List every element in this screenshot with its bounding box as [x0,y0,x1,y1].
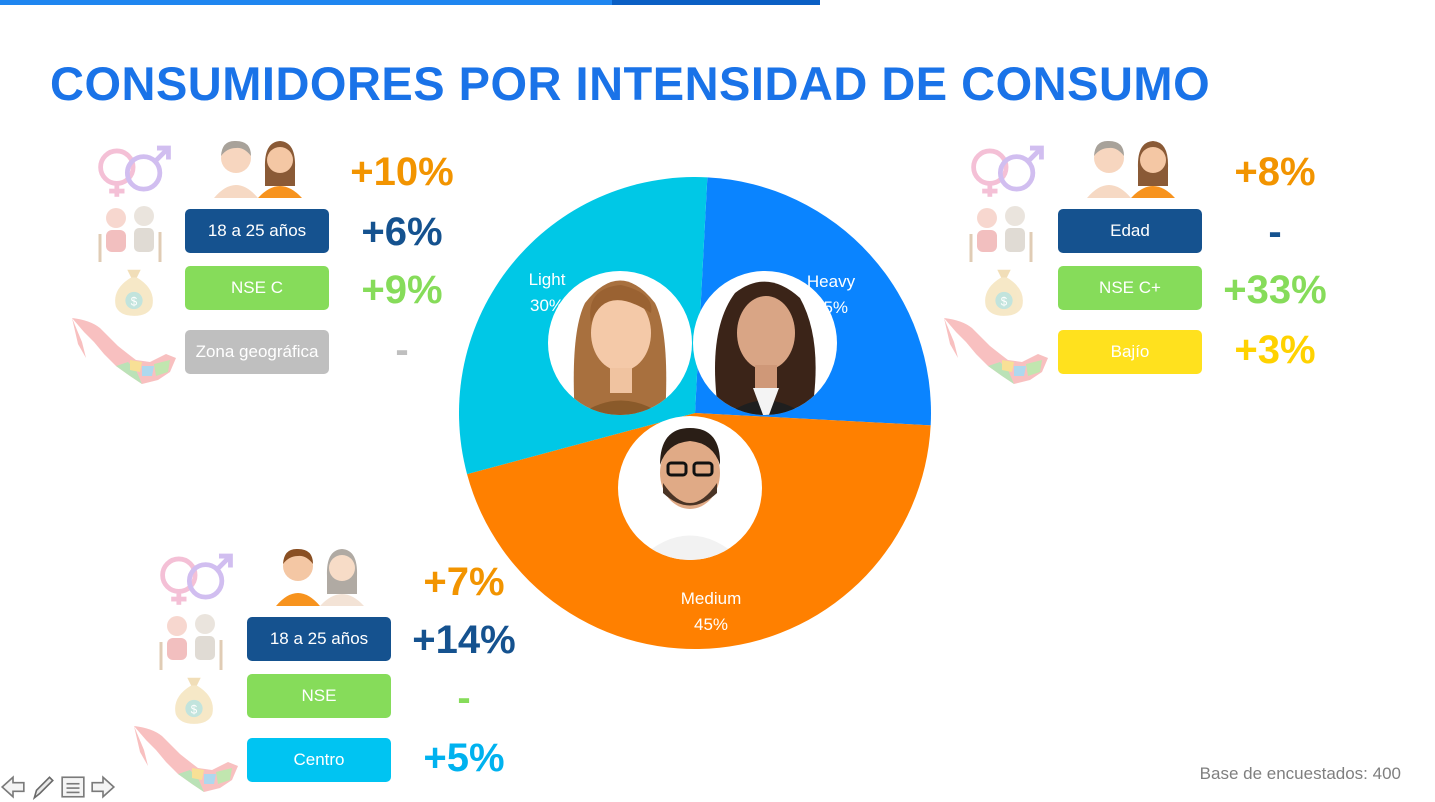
elderly-couple-icon [967,204,1037,262]
top-accent-bar [0,0,820,5]
pie-slices [459,177,931,649]
heavy-age-stat: - [1268,210,1282,254]
top-accent-bar-segment [612,0,820,5]
mexico-map-icon [70,314,180,386]
medium-consumer-portrait [618,416,762,560]
page-title: CONSUMIDORES POR INTENSIDAD DE CONSUMO [50,57,1211,110]
medium-age-label: 18 a 25 años [247,617,391,661]
gender-symbols-icon [965,144,1051,198]
couple-icon [1083,138,1179,198]
slice-value-light: 30% [530,296,564,315]
medium-nse-stat: - [457,676,471,720]
elderly-couple-icon [157,612,227,670]
slide-navigation [0,772,116,802]
medium-nse-label: NSE [247,674,391,718]
gender-symbols-icon [154,552,240,606]
money-bag-icon [170,670,218,724]
prev-arrow-icon[interactable] [0,774,26,800]
couple-icon [272,546,368,606]
respondent-base-note: Base de encuestados: 400 [1199,764,1401,783]
heavy-age-label: Edad [1058,209,1202,253]
pen-icon[interactable] [30,774,56,800]
light-consumer-portrait [548,271,692,415]
mexico-map-icon [942,314,1052,386]
heavy-nse-label: NSE C+ [1058,266,1202,310]
slice-value-heavy: 25% [814,298,848,317]
slice-label-medium: Medium [681,589,741,608]
light-zone-stat: - [395,328,409,372]
slice-value-medium: 45% [694,615,728,634]
medium-gender-stat: +7% [423,560,505,604]
menu-icon[interactable] [60,774,86,800]
heavy-consumer-portrait [693,271,837,415]
light-gender-stat: +10% [350,150,454,194]
heavy-zone-label: Bajío [1058,330,1202,374]
medium-zone-stat: +5% [423,736,505,780]
slice-label-light: Light [529,270,566,289]
gender-symbols-icon [92,144,178,198]
light-nse-stat: +9% [361,268,443,312]
light-nse-label: NSE C [185,266,329,310]
pie-chart: Light 30% Heavy 25% Medium 45% [459,177,931,649]
slice-label-heavy: Heavy [807,272,856,291]
couple-icon [210,138,306,198]
heavy-zone-stat: +3% [1234,328,1316,372]
next-arrow-icon[interactable] [90,774,116,800]
medium-zone-label: Centro [247,738,391,782]
elderly-couple-icon [96,204,166,262]
light-age-stat: +6% [361,210,443,254]
light-zone-label: Zona geográfica [185,330,329,374]
light-age-label: 18 a 25 años [185,209,329,253]
heavy-gender-stat: +8% [1234,150,1316,194]
mexico-map-icon [132,722,242,794]
medium-age-stat: +14% [412,618,516,662]
heavy-nse-stat: +33% [1223,268,1327,312]
money-bag-icon [980,262,1028,316]
money-bag-icon [110,262,158,316]
